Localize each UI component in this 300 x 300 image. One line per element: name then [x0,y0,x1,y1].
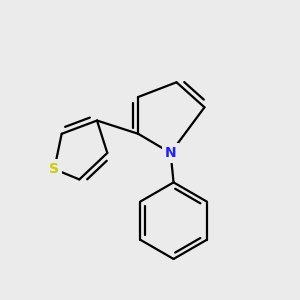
Text: N: N [165,146,176,160]
Text: S: S [49,162,59,176]
